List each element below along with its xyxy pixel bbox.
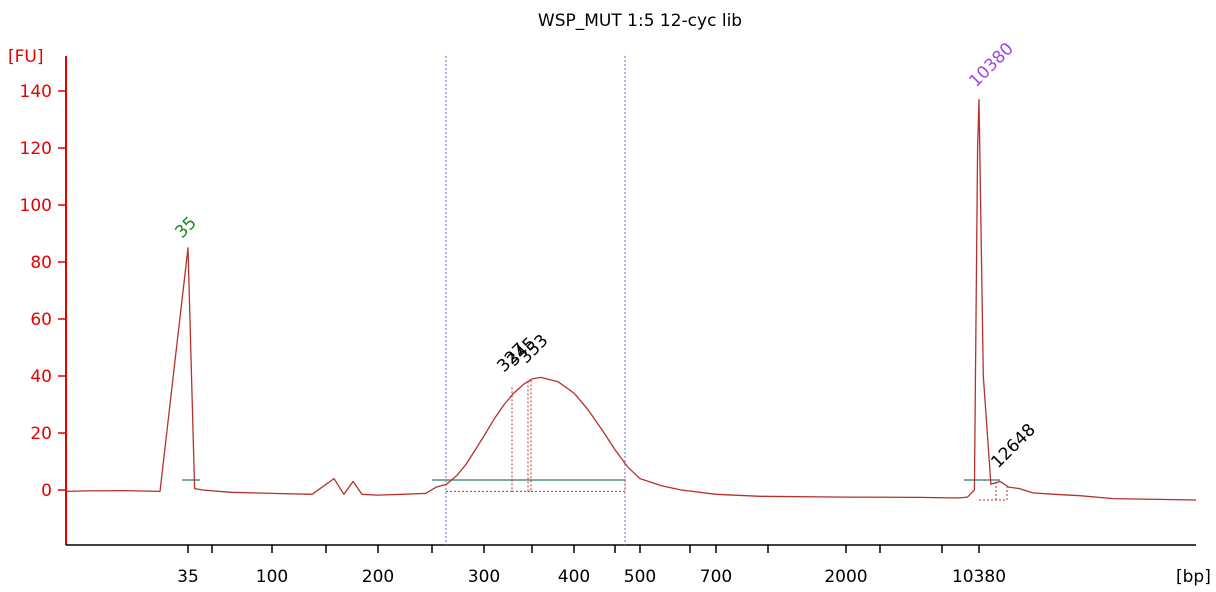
y-tick-label: 80 [30,253,52,273]
x-tick-label: 400 [558,567,590,587]
x-tick-label: 2000 [824,567,867,587]
electropherogram-trace [66,98,1197,501]
peak-size-label: 35 [171,213,200,242]
x-axis-label: [bp] [1176,567,1211,587]
x-tick-label: 35 [177,567,199,587]
x-tick-label: 10380 [952,567,1006,587]
x-tick-label: 300 [468,567,500,587]
x-tick-label: 200 [362,567,394,587]
y-axis-label: [FU] [8,47,44,67]
y-tick-label: 140 [20,82,52,102]
peak-size-label: 12648 [987,420,1039,472]
y-tick-label: 100 [20,196,52,216]
chart-title: WSP_MUT 1:5 12-cyc lib [538,11,742,31]
peak-boundary [528,378,532,492]
x-tick-label: 500 [624,567,656,587]
y-tick-label: 40 [30,367,52,387]
y-tick-label: 120 [20,139,52,159]
y-tick-label: 20 [30,424,52,444]
y-tick-label: 0 [41,481,52,501]
peak-boundary [531,478,626,492]
peak-size-label: 10380 [965,39,1017,91]
peak-boundary [979,487,1008,501]
x-tick-label: 700 [700,567,732,587]
y-tick-label: 60 [30,310,52,330]
peak-boundary [512,378,529,492]
x-tick-label: 100 [256,567,288,587]
